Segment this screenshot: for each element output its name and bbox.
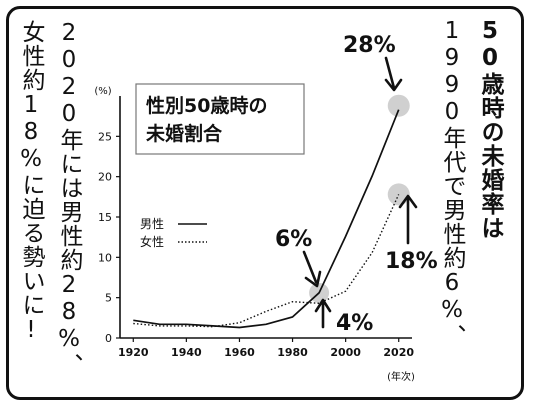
y-tick-label: 0 [105, 332, 112, 345]
annotation-male-1990: 6% [275, 227, 312, 252]
x-tick-label: 2000 [330, 346, 361, 359]
caption-left-1: 2020年には男性約28%、 [56, 20, 82, 377]
y-tick-label: 5 [105, 292, 112, 305]
y-axis-unit-label: (%) [94, 86, 111, 97]
annotation-female-1990: 4% [336, 311, 373, 336]
x-tick-label: 1980 [277, 346, 308, 359]
y-tick-label: 20 [98, 171, 112, 184]
caption-left-2: 女性約18%に迫る勢いに! [18, 20, 44, 344]
x-tick-label: 1960 [224, 346, 255, 359]
caption-right-1: 50歳時の未婚率は [477, 18, 503, 240]
legend-label-male: 男性 [140, 217, 164, 231]
panel-border [6, 6, 524, 400]
series-line-female [133, 194, 400, 328]
annotation-female-2020: 18% [385, 249, 438, 274]
arrow-male-2020 [384, 56, 403, 92]
x-tick-label: 2020 [383, 346, 414, 359]
x-axis-unit-label: (年次) [387, 370, 415, 383]
chart-title-line-2: 未婚割合 [145, 122, 223, 145]
annotation-male-2020: 28% [343, 33, 396, 58]
y-tick-label: 15 [98, 211, 112, 224]
legend-label-female: 女性 [140, 234, 164, 249]
x-tick-label: 1940 [171, 346, 202, 359]
caption-right-2: 1990年代で男性約6%、 [439, 18, 465, 348]
y-axis-ticks: 0 5 10 15 20 25 [98, 130, 120, 345]
chart-title-line-1: 性別50歳時の [146, 94, 267, 117]
x-tick-label: 1920 [118, 346, 149, 359]
arrow-female-2020 [398, 194, 418, 245]
x-axis-ticks: 1920 1940 1960 1980 2000 2020 [118, 338, 414, 359]
arrow-male-1990 [302, 250, 322, 288]
highlight-male-2020 [387, 94, 410, 117]
chart-title-box [135, 83, 305, 155]
series-line-male [133, 109, 400, 329]
y-tick-label: 25 [98, 130, 112, 143]
chart-legend: 男性 女性 [140, 217, 207, 249]
arrow-female-1990 [314, 298, 332, 329]
y-tick-label: 10 [98, 251, 112, 264]
